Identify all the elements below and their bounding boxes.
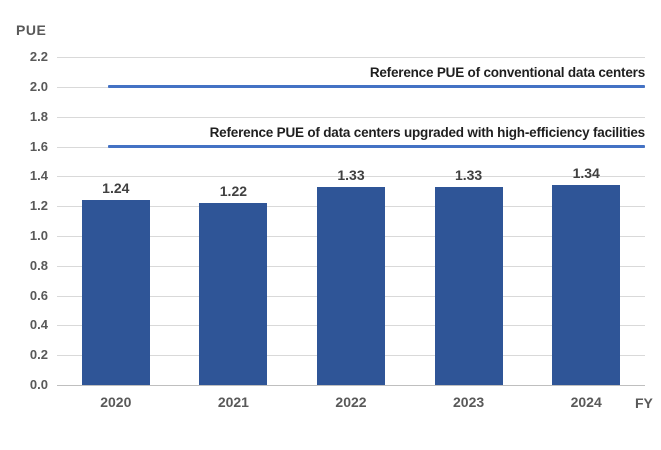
y-tick-1.2: 1.2 (29, 198, 48, 214)
bar-2021 (199, 203, 268, 385)
gridline-0.0 (57, 385, 645, 386)
y-tick-2.2: 2.2 (29, 49, 48, 64)
gridline-2.2 (57, 57, 645, 58)
reference-line-1.6 (108, 145, 645, 148)
bar-value-label-2022: 1.33 (337, 166, 365, 183)
gridline-1.8 (57, 116, 645, 118)
reference-line-2 (108, 85, 645, 89)
gridline-1.4 (57, 176, 645, 178)
bar-value-label-2020: 1.24 (102, 180, 130, 197)
y-tick-1.8: 1.8 (29, 108, 48, 124)
y-axis-title: PUE (16, 22, 47, 38)
x-tick-2023: 2023 (453, 394, 485, 410)
x-tick-2022: 2022 (335, 394, 367, 410)
bar-value-label-2023: 1.33 (454, 166, 483, 183)
bar-2023 (434, 186, 503, 385)
y-tick-1.6: 1.6 (29, 138, 48, 154)
bar-2024 (552, 185, 621, 385)
x-axis-title: FY (635, 395, 653, 411)
y-tick-1.0: 1.0 (29, 227, 48, 243)
bar-value-label-2021: 1.22 (219, 183, 248, 200)
bar-value-label-2024: 1.34 (572, 165, 600, 182)
bar-2022 (317, 186, 385, 385)
y-tick-0.0: 0.0 (29, 377, 48, 392)
reference-label-high-efficiency: Reference PUE of data centers upgraded w… (209, 124, 646, 140)
x-tick-2021: 2021 (217, 394, 249, 410)
x-tick-2024: 2024 (570, 394, 602, 410)
y-tick-2.0: 2.0 (29, 78, 48, 94)
reference-label-conventional: Reference PUE of conventional data cente… (369, 64, 645, 80)
bar-2020 (81, 200, 150, 385)
y-tick-0.2: 0.2 (29, 347, 48, 363)
y-tick-0.4: 0.4 (29, 317, 48, 333)
x-tick-2020: 2020 (100, 394, 132, 410)
y-tick-1.4: 1.4 (29, 168, 48, 184)
y-tick-0.6: 0.6 (29, 287, 48, 303)
y-tick-0.8: 0.8 (29, 257, 48, 273)
